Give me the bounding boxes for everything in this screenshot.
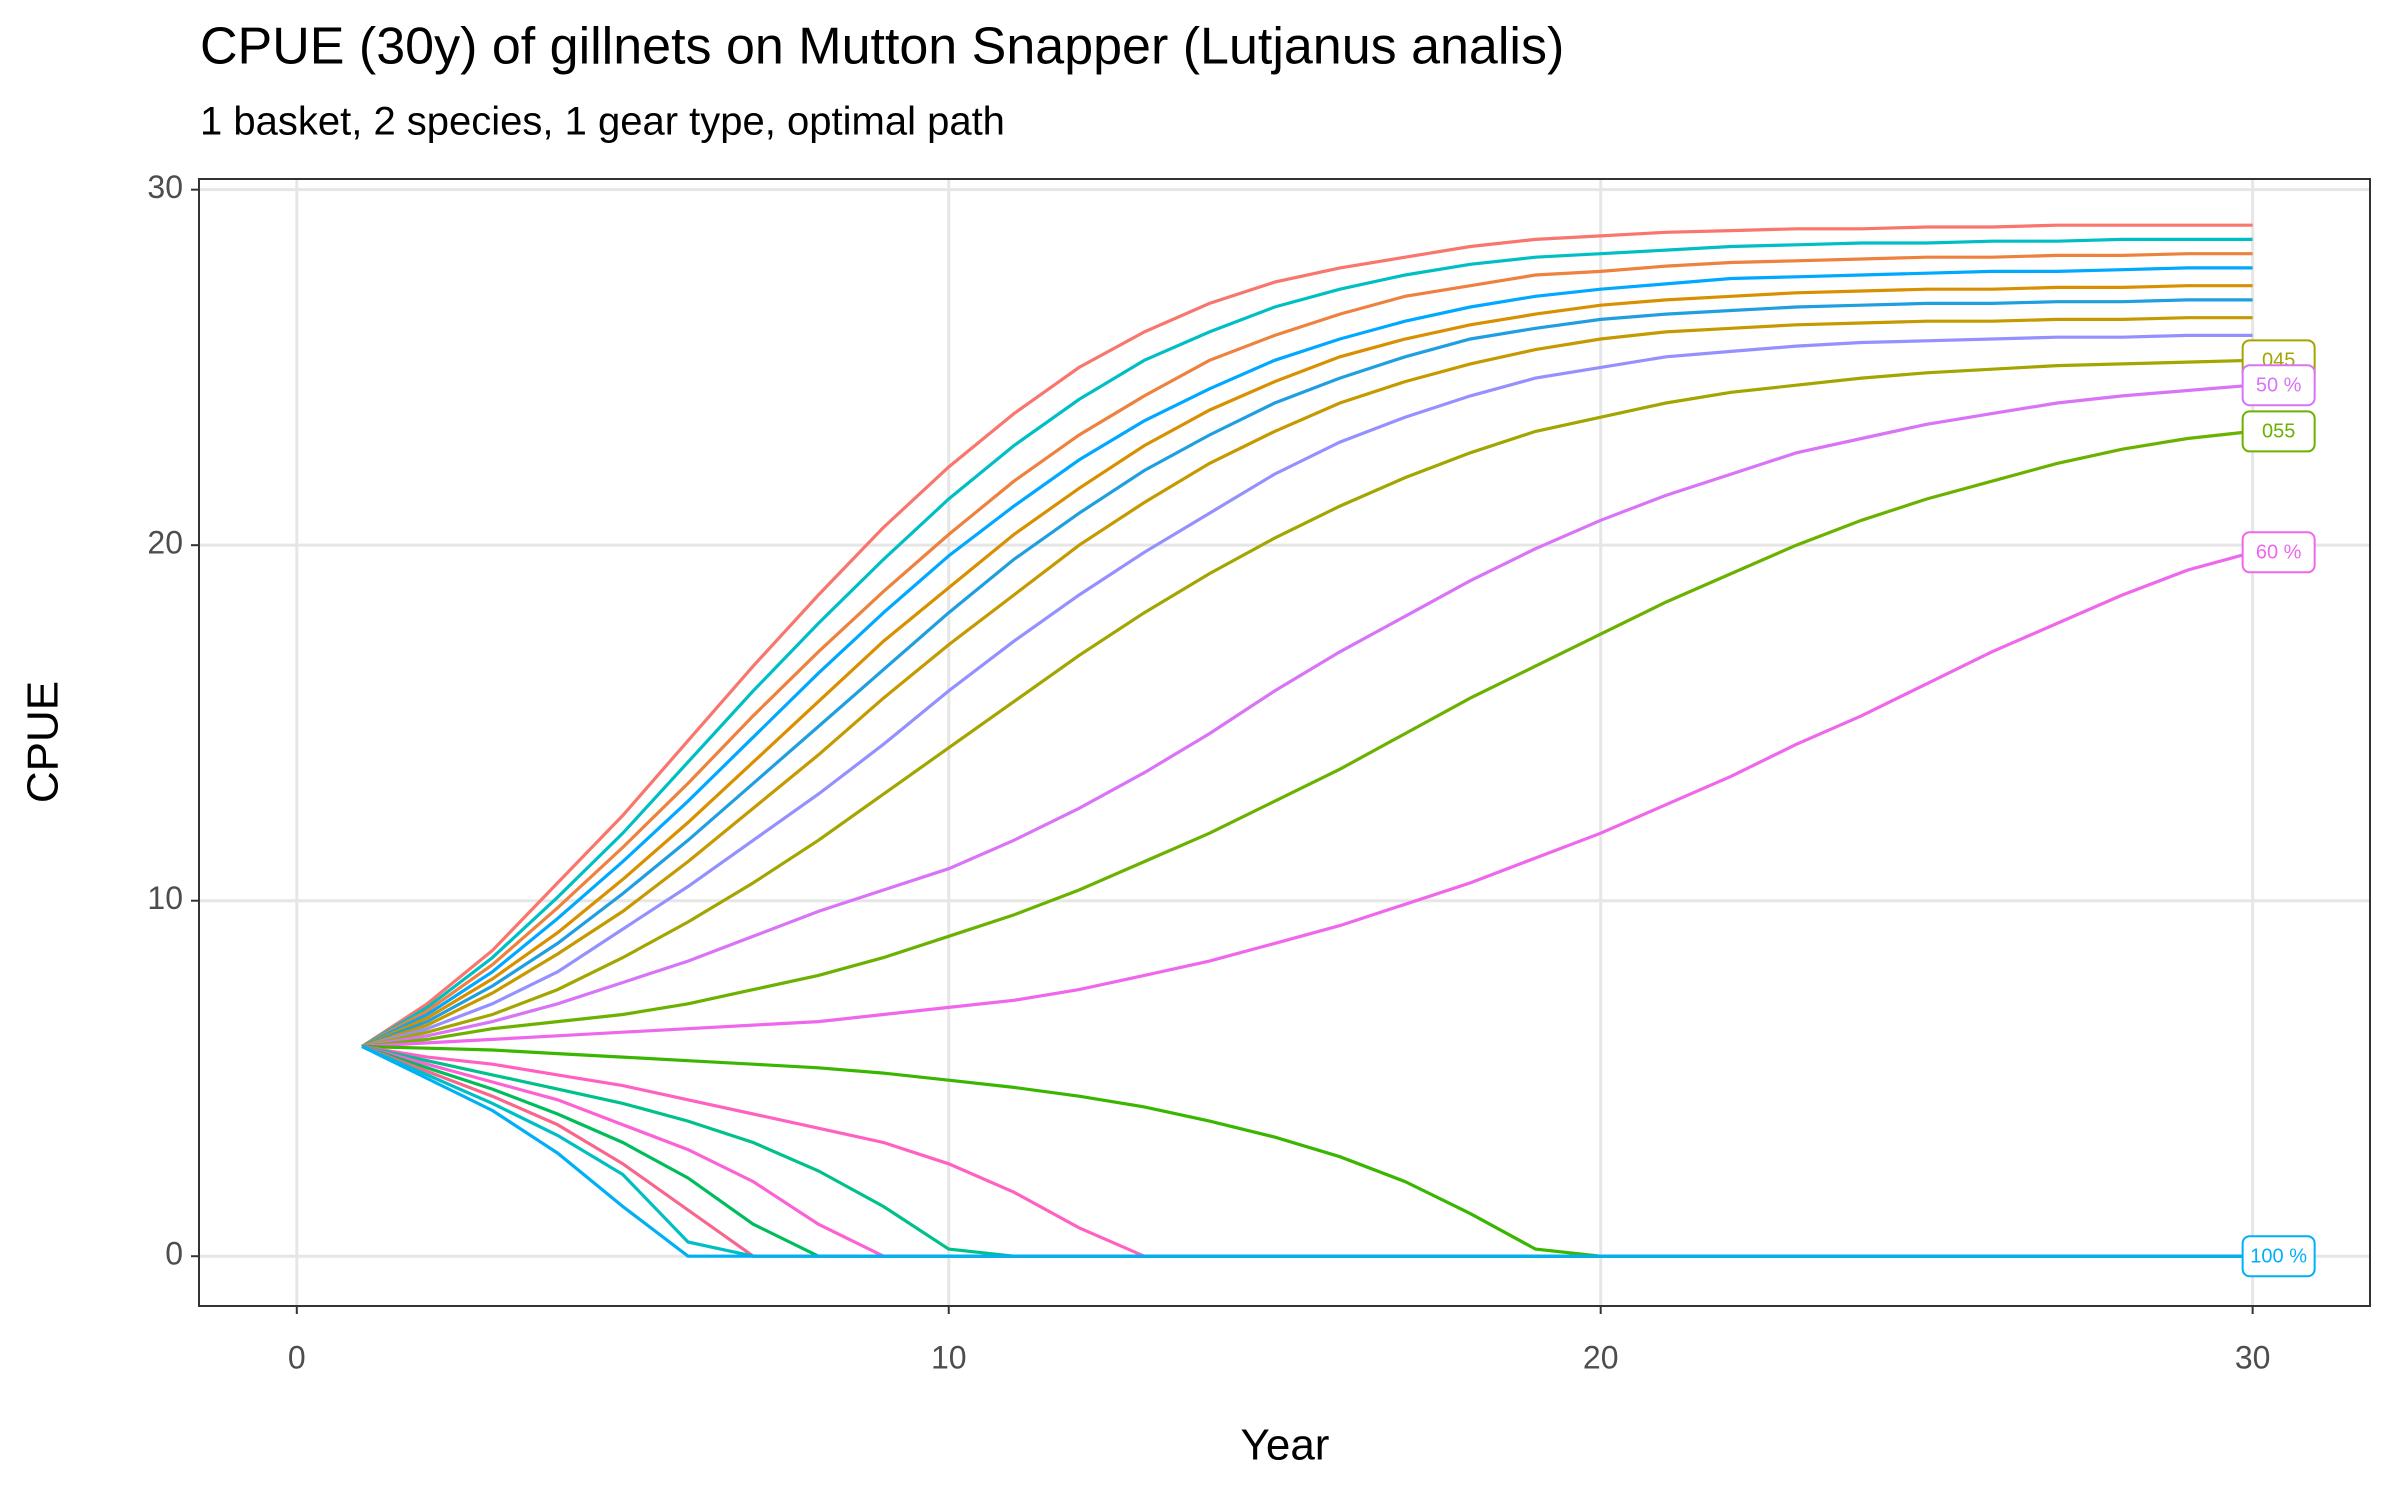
series-line <box>361 383 2253 1049</box>
series-label: 100 % <box>2241 1235 2316 1278</box>
y-tick-label: 20 <box>147 525 183 561</box>
series-line <box>361 316 2253 1049</box>
x-tick-label: 30 <box>2235 1339 2271 1375</box>
series-line <box>361 550 2254 1049</box>
y-axis-title: CPUE <box>19 681 68 803</box>
series-label: 055 <box>2241 410 2316 453</box>
y-tick-label: 0 <box>165 1236 183 1272</box>
x-tick-label: 10 <box>931 1339 967 1375</box>
series-line <box>361 429 2253 1049</box>
plot-border <box>198 178 2371 1307</box>
series-label-text: 50 % <box>2256 374 2302 396</box>
series-line <box>361 252 2253 1048</box>
x-axis-title: Year <box>1241 1421 1330 1470</box>
series-line <box>361 358 2253 1049</box>
chart-subtitle: 1 basket, 2 species, 1 gear type, optima… <box>200 100 1005 144</box>
series-label-text: 100 % <box>2250 1246 2307 1268</box>
series-line <box>361 284 2253 1048</box>
series-label: 50 % <box>2241 364 2316 407</box>
series-line <box>361 223 2253 1048</box>
x-tick-label: 0 <box>288 1339 306 1375</box>
series-line <box>361 298 2253 1048</box>
x-tick-label: 20 <box>1583 1339 1619 1375</box>
y-tick-label: 10 <box>147 880 183 916</box>
series-line <box>361 333 2253 1049</box>
series-line <box>361 266 2253 1048</box>
series-label: 60 % <box>2241 531 2316 574</box>
series-line <box>361 1045 2253 1258</box>
series-label-box <box>2241 410 2316 453</box>
series-label-text: 60 % <box>2256 542 2302 564</box>
series-label-box <box>2241 364 2316 407</box>
series-label-text: 055 <box>2262 421 2295 443</box>
series-line <box>361 237 2253 1048</box>
y-tick-label: 30 <box>147 169 183 205</box>
series-label-box <box>2241 531 2316 574</box>
series-label-box <box>2241 1235 2316 1278</box>
chart-title: CPUE (30y) of gillnets on Mutton Snapper… <box>200 18 1564 76</box>
